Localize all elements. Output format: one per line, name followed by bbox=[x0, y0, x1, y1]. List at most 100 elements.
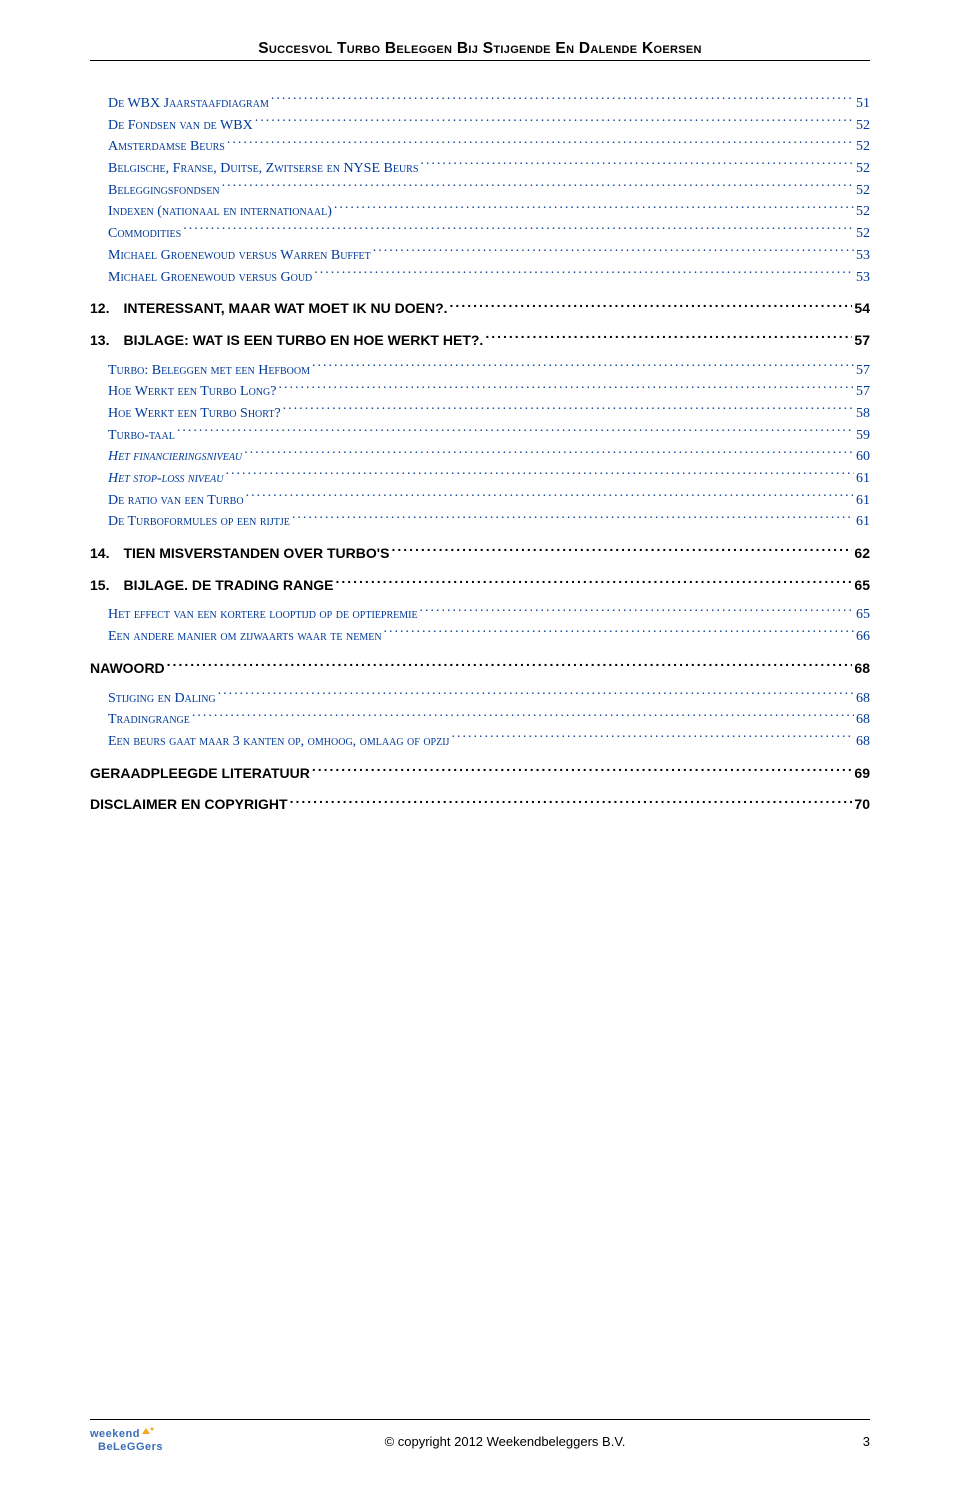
toc-page-number: 57 bbox=[856, 381, 870, 403]
spacer bbox=[90, 784, 870, 794]
toc-leader bbox=[225, 468, 854, 482]
logo-line1: weekend bbox=[90, 1428, 140, 1440]
toc-page-number: 65 bbox=[856, 604, 870, 626]
toc-leader bbox=[244, 446, 854, 460]
toc-label: Turbo-taal bbox=[108, 425, 175, 447]
toc-page-number: 65 bbox=[854, 575, 870, 597]
toc-label: 14. TIEN MISVERSTANDEN OVER TURBO'S bbox=[90, 543, 389, 565]
toc-label: Het effect van een kortere looptijd op d… bbox=[108, 604, 418, 626]
toc-leader bbox=[485, 331, 852, 345]
toc-entry: Het financieringsniveau60 bbox=[90, 446, 870, 468]
toc-leader bbox=[183, 223, 854, 237]
toc-page-number: 52 bbox=[856, 223, 870, 245]
toc-leader bbox=[384, 626, 854, 640]
toc-label: De ratio van een Turbo bbox=[108, 490, 244, 512]
toc-label: Hoe Werkt een Turbo Long? bbox=[108, 381, 276, 403]
toc-label: De Fondsen van de WBX bbox=[108, 115, 253, 137]
toc-label: Michael Groenewoud versus Goud bbox=[108, 267, 312, 289]
toc-entry: Een andere manier om zijwaarts waar te n… bbox=[90, 626, 870, 648]
toc-page-number: 52 bbox=[856, 115, 870, 137]
toc-leader bbox=[420, 158, 854, 172]
toc-entry: Turbo: Beleggen met een Hefboom57 bbox=[90, 360, 870, 382]
footer-rule bbox=[90, 1419, 870, 1420]
toc-entry: De ratio van een Turbo61 bbox=[90, 490, 870, 512]
toc-leader bbox=[222, 180, 854, 194]
toc-label: 12. INTERESSANT, MAAR WAT MOET IK NU DOE… bbox=[90, 298, 448, 320]
toc-leader bbox=[218, 688, 854, 702]
toc-page-number: 68 bbox=[854, 658, 870, 680]
toc-label: Belgische, Franse, Duitse, Zwitserse en … bbox=[108, 158, 418, 180]
toc-label: Commodities bbox=[108, 223, 181, 245]
toc-page-number: 57 bbox=[856, 360, 870, 382]
toc-entry: Hoe Werkt een Turbo Short? 58 bbox=[90, 403, 870, 425]
page-footer: weekend BeLeGGers © copyright 2012 Weeke… bbox=[90, 1419, 870, 1456]
toc-leader bbox=[314, 267, 854, 281]
toc-page-number: 52 bbox=[856, 180, 870, 202]
toc-label: De Turboformules op een rijtje bbox=[108, 511, 290, 533]
toc-entry: Turbo-taal59 bbox=[90, 425, 870, 447]
toc-leader bbox=[283, 403, 854, 417]
toc-page-number: 53 bbox=[856, 245, 870, 267]
toc-leader bbox=[335, 576, 852, 590]
toc-entry: Een beurs gaat maar 3 kanten op, omhoog,… bbox=[90, 731, 870, 753]
toc-entry: Het stop-loss niveau61 bbox=[90, 468, 870, 490]
footer-copyright: © copyright 2012 Weekendbeleggers B.V. bbox=[180, 1434, 830, 1449]
toc-entry: Michael Groenewoud versus Goud 53 bbox=[90, 267, 870, 289]
toc-entry: De WBX Jaarstaafdiagram51 bbox=[90, 93, 870, 115]
document-page: Succesvol Turbo Beleggen Bij Stijgende E… bbox=[0, 0, 960, 1496]
toc-leader bbox=[391, 544, 852, 558]
toc-leader bbox=[290, 795, 853, 809]
toc-entry: Het effect van een kortere looptijd op d… bbox=[90, 604, 870, 626]
toc-label: Stijging en Daling bbox=[108, 688, 216, 710]
toc-leader bbox=[451, 731, 854, 745]
toc-label: Een andere manier om zijwaarts waar te n… bbox=[108, 626, 382, 648]
footer-page-number: 3 bbox=[830, 1434, 870, 1449]
toc-page-number: 58 bbox=[856, 403, 870, 425]
toc-page-number: 54 bbox=[854, 298, 870, 320]
toc-label: Amsterdamse Beurs bbox=[108, 136, 225, 158]
toc-entry: GERAADPLEEGDE LITERATUUR69 bbox=[90, 763, 870, 785]
toc-leader bbox=[420, 604, 854, 618]
page-header-title: Succesvol Turbo Beleggen Bij Stijgende E… bbox=[90, 40, 870, 58]
toc-label: Indexen (nationaal en internationaal) bbox=[108, 201, 332, 223]
footer-logo: weekend BeLeGGers bbox=[90, 1426, 180, 1456]
toc-page-number: 61 bbox=[856, 511, 870, 533]
toc-entry: Michael Groenewoud versus Warren Buffet 5… bbox=[90, 245, 870, 267]
toc-label: Hoe Werkt een Turbo Short? bbox=[108, 403, 281, 425]
toc-leader bbox=[334, 201, 854, 215]
spacer bbox=[90, 596, 870, 604]
toc-label: 13. BIJLAGE: WAT IS EEN TURBO EN HOE WER… bbox=[90, 330, 483, 352]
toc-leader bbox=[278, 381, 854, 395]
toc-leader bbox=[312, 764, 853, 778]
spacer bbox=[90, 648, 870, 658]
toc-label: Tradingrange bbox=[108, 709, 190, 731]
toc-entry: 15. BIJLAGE. DE TRADING RANGE65 bbox=[90, 575, 870, 597]
toc-label: Michael Groenewoud versus Warren Buffet bbox=[108, 245, 371, 267]
toc-leader bbox=[227, 136, 854, 150]
weekend-beleggers-logo-icon: weekend BeLeGGers bbox=[90, 1426, 180, 1456]
toc-leader bbox=[192, 709, 854, 723]
toc-entry: Tradingrange 68 bbox=[90, 709, 870, 731]
toc-page-number: 70 bbox=[854, 794, 870, 816]
toc-page-number: 66 bbox=[856, 626, 870, 648]
toc-entry: Belgische, Franse, Duitse, Zwitserse en … bbox=[90, 158, 870, 180]
toc-leader bbox=[246, 490, 854, 504]
toc-page-number: 68 bbox=[856, 709, 870, 731]
toc-label: Een beurs gaat maar 3 kanten op, omhoog,… bbox=[108, 731, 449, 753]
toc-page-number: 69 bbox=[854, 763, 870, 785]
toc-leader bbox=[167, 659, 853, 673]
spacer bbox=[90, 533, 870, 543]
toc-entry: NAWOORD68 bbox=[90, 658, 870, 680]
toc-page-number: 53 bbox=[856, 267, 870, 289]
table-of-contents: De WBX Jaarstaafdiagram51De Fondsen van … bbox=[90, 93, 870, 816]
toc-page-number: 62 bbox=[854, 543, 870, 565]
logo-line2: BeLeGGers bbox=[98, 1441, 163, 1453]
toc-leader bbox=[312, 360, 854, 374]
toc-entry: Commodities 52 bbox=[90, 223, 870, 245]
toc-entry: Beleggingsfondsen52 bbox=[90, 180, 870, 202]
toc-entry: 14. TIEN MISVERSTANDEN OVER TURBO'S 62 bbox=[90, 543, 870, 565]
spacer bbox=[90, 753, 870, 763]
spacer bbox=[90, 288, 870, 298]
spacer bbox=[90, 680, 870, 688]
toc-entry: De Turboformules op een rijtje 61 bbox=[90, 511, 870, 533]
